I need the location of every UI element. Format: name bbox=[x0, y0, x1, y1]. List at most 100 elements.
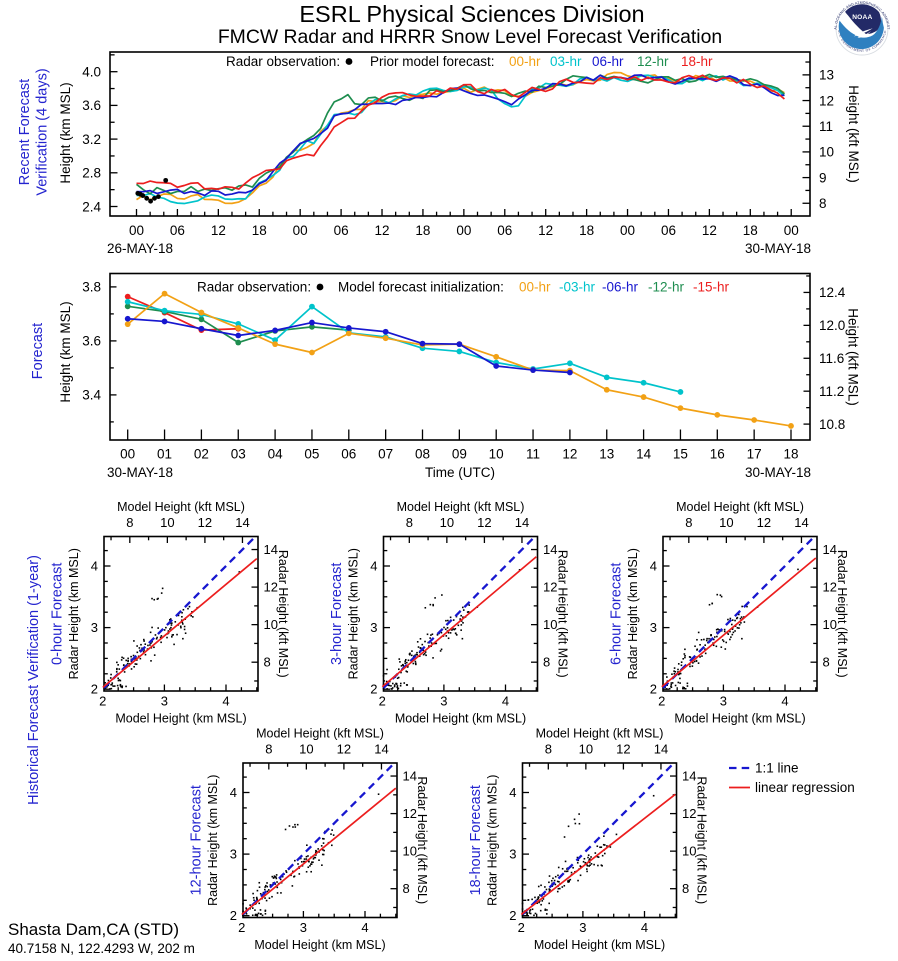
svg-text:3: 3 bbox=[370, 620, 377, 635]
svg-text:30-MAY-18: 30-MAY-18 bbox=[745, 241, 811, 256]
svg-text:10: 10 bbox=[823, 617, 837, 632]
svg-text:12: 12 bbox=[682, 806, 696, 821]
svg-text:4.0: 4.0 bbox=[82, 65, 101, 80]
svg-text:10: 10 bbox=[160, 515, 174, 530]
svg-text:00: 00 bbox=[129, 223, 144, 238]
svg-text:4: 4 bbox=[509, 785, 516, 800]
svg-text:12: 12 bbox=[403, 806, 417, 821]
svg-text:17: 17 bbox=[747, 447, 762, 462]
svg-text:16: 16 bbox=[710, 447, 725, 462]
svg-text:2: 2 bbox=[650, 682, 657, 697]
svg-text:Radar Height (km MSL): Radar Height (km MSL) bbox=[626, 548, 640, 679]
svg-text:Model Height (kft MSL): Model Height (kft MSL) bbox=[256, 727, 384, 741]
svg-text:10.8: 10.8 bbox=[819, 417, 845, 432]
svg-text:6-hour Forecast: 6-hour Forecast bbox=[609, 563, 625, 665]
svg-text:10: 10 bbox=[440, 515, 454, 530]
svg-text:12: 12 bbox=[264, 580, 278, 595]
svg-text:Radar Height (kft MSL): Radar Height (kft MSL) bbox=[415, 776, 429, 904]
svg-text:14: 14 bbox=[374, 742, 388, 757]
svg-text:12.0: 12.0 bbox=[819, 318, 845, 333]
svg-text:18: 18 bbox=[579, 223, 594, 238]
svg-text:1:1 line: 1:1 line bbox=[755, 761, 799, 776]
svg-text:3-hour Forecast: 3-hour Forecast bbox=[329, 563, 345, 665]
svg-text:00: 00 bbox=[120, 447, 135, 462]
svg-text:08: 08 bbox=[415, 447, 430, 462]
svg-text:3.6: 3.6 bbox=[82, 334, 101, 349]
svg-text:09: 09 bbox=[452, 447, 467, 462]
svg-text:18: 18 bbox=[415, 223, 430, 238]
svg-text:10: 10 bbox=[264, 617, 278, 632]
svg-text:06: 06 bbox=[341, 447, 356, 462]
svg-text:2: 2 bbox=[99, 694, 106, 709]
svg-text:2: 2 bbox=[518, 920, 525, 935]
svg-text:12: 12 bbox=[375, 223, 390, 238]
svg-text:12: 12 bbox=[543, 580, 557, 595]
svg-text:14: 14 bbox=[403, 769, 417, 784]
svg-text:2: 2 bbox=[230, 908, 237, 923]
svg-text:Model Height (km MSL): Model Height (km MSL) bbox=[115, 712, 246, 726]
svg-text:11: 11 bbox=[526, 447, 540, 462]
svg-text:4: 4 bbox=[650, 559, 657, 574]
svg-text:Model Height (kft MSL): Model Height (kft MSL) bbox=[397, 500, 525, 514]
svg-text:18-hr: 18-hr bbox=[681, 54, 713, 69]
svg-text:4: 4 bbox=[222, 694, 229, 709]
svg-text:10: 10 bbox=[579, 742, 593, 757]
svg-text:Model Height (kft MSL): Model Height (kft MSL) bbox=[536, 727, 664, 741]
svg-text:10: 10 bbox=[719, 515, 733, 530]
svg-text:10: 10 bbox=[299, 742, 313, 757]
svg-text:Radar Height (km MSL): Radar Height (km MSL) bbox=[67, 548, 81, 679]
svg-text:00: 00 bbox=[620, 223, 635, 238]
svg-text:8: 8 bbox=[264, 655, 271, 670]
svg-text:06: 06 bbox=[497, 223, 512, 238]
svg-text:03-hr: 03-hr bbox=[550, 54, 582, 69]
svg-text:Radar Height (kft MSL): Radar Height (kft MSL) bbox=[835, 550, 849, 678]
svg-text:14: 14 bbox=[794, 515, 808, 530]
svg-text:2: 2 bbox=[509, 908, 516, 923]
svg-text:Height (km MSL): Height (km MSL) bbox=[58, 82, 73, 183]
svg-text:00: 00 bbox=[784, 223, 799, 238]
svg-text:2: 2 bbox=[658, 694, 665, 709]
svg-text:8: 8 bbox=[823, 655, 830, 670]
svg-text:-03-hr: -03-hr bbox=[559, 280, 596, 295]
svg-text:NOAA: NOAA bbox=[852, 14, 872, 21]
svg-text:-12-hr: -12-hr bbox=[648, 280, 685, 295]
svg-text:3: 3 bbox=[720, 694, 727, 709]
svg-text:3: 3 bbox=[509, 847, 516, 862]
svg-text:Model Height (km MSL): Model Height (km MSL) bbox=[254, 938, 385, 952]
svg-text:14: 14 bbox=[235, 515, 249, 530]
svg-text:3.6: 3.6 bbox=[82, 98, 101, 113]
svg-text:2: 2 bbox=[379, 694, 386, 709]
svg-text:Model Height (km MSL): Model Height (km MSL) bbox=[674, 712, 805, 726]
svg-text:01: 01 bbox=[157, 447, 172, 462]
svg-text:4: 4 bbox=[641, 920, 648, 935]
svg-text:06: 06 bbox=[334, 223, 349, 238]
svg-text:4: 4 bbox=[361, 920, 368, 935]
svg-text:9: 9 bbox=[819, 170, 827, 185]
svg-text:8: 8 bbox=[403, 881, 410, 896]
svg-text:4: 4 bbox=[230, 785, 237, 800]
svg-text:13: 13 bbox=[599, 447, 614, 462]
svg-text:00-hr: 00-hr bbox=[509, 54, 541, 69]
svg-text:-06-hr: -06-hr bbox=[602, 280, 639, 295]
svg-text:15: 15 bbox=[673, 447, 688, 462]
svg-text:12-hour Forecast: 12-hour Forecast bbox=[189, 785, 205, 895]
svg-text:Model Height (kft MSL): Model Height (kft MSL) bbox=[117, 500, 245, 514]
svg-text:4: 4 bbox=[370, 559, 377, 574]
svg-text:8: 8 bbox=[545, 742, 552, 757]
svg-text:03: 03 bbox=[231, 447, 246, 462]
svg-text:3: 3 bbox=[91, 620, 98, 635]
svg-text:14: 14 bbox=[515, 515, 529, 530]
svg-text:12: 12 bbox=[337, 742, 351, 757]
svg-text:Prior model forecast:: Prior model forecast: bbox=[370, 54, 495, 69]
svg-text:3.2: 3.2 bbox=[82, 132, 101, 147]
svg-text:Model forecast initialization:: Model forecast initialization: bbox=[338, 280, 504, 295]
svg-text:30-MAY-18: 30-MAY-18 bbox=[107, 465, 173, 480]
svg-text:4: 4 bbox=[91, 559, 98, 574]
svg-text:00: 00 bbox=[456, 223, 471, 238]
svg-text:Verification (4 days): Verification (4 days) bbox=[35, 68, 51, 195]
svg-text:linear regression: linear regression bbox=[755, 780, 855, 795]
svg-text:Historical Forecast Verificati: Historical Forecast Verification (1-year… bbox=[26, 555, 42, 805]
svg-text:3: 3 bbox=[440, 694, 447, 709]
svg-text:02: 02 bbox=[194, 447, 209, 462]
svg-text:2.4: 2.4 bbox=[82, 199, 101, 214]
